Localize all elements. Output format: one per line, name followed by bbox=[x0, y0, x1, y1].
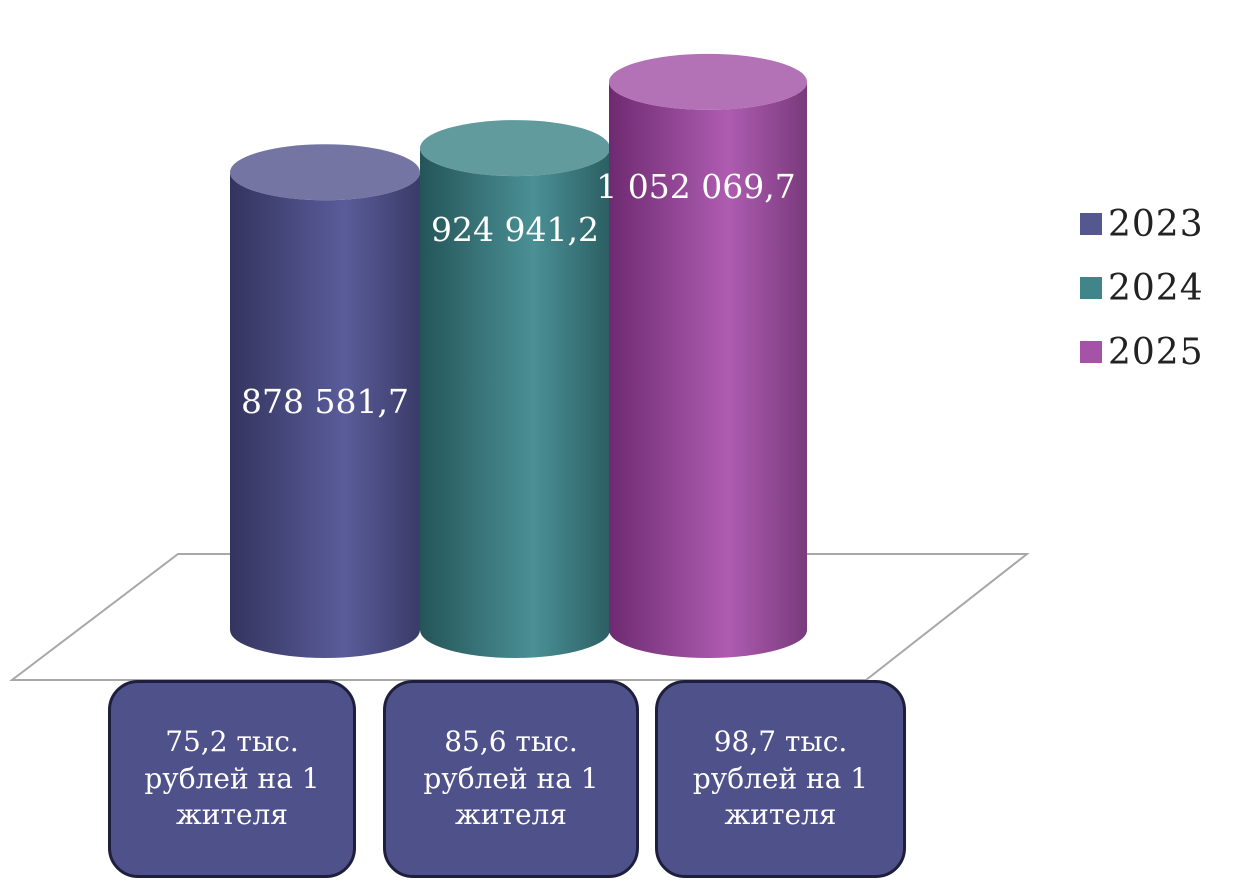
bar-2024: 924 941,2 bbox=[420, 120, 610, 658]
bar-top-2025 bbox=[609, 53, 807, 110]
legend-swatch-2023 bbox=[1080, 213, 1102, 235]
bar-top-2024 bbox=[420, 120, 610, 177]
per-capita-note-2023-text: 75,2 тыс. рублей на 1 жителя bbox=[144, 725, 320, 832]
legend-item-2023: 2023 bbox=[1080, 192, 1204, 256]
legend-item-2025: 2025 bbox=[1080, 320, 1204, 384]
bar-body-2024 bbox=[420, 148, 610, 658]
per-capita-note-2023: 75,2 тыс. рублей на 1 жителя bbox=[108, 680, 356, 878]
bars-layer: 878 581,7 924 941,2 1 052 069,7 bbox=[230, 53, 807, 658]
legend-label-2023: 2023 bbox=[1108, 203, 1204, 245]
bar-body-2023 bbox=[230, 172, 420, 658]
data-label-2025: 1 052 069,7 bbox=[596, 167, 795, 206]
data-label-2024: 924 941,2 bbox=[431, 210, 599, 249]
legend: 2023 2024 2025 bbox=[1080, 192, 1204, 384]
per-capita-note-2025-text: 98,7 тыс. рублей на 1 жителя bbox=[692, 725, 869, 832]
bar-2023: 878 581,7 bbox=[230, 144, 420, 658]
data-label-2023: 878 581,7 bbox=[241, 382, 409, 421]
legend-label-2025: 2025 bbox=[1108, 331, 1204, 373]
legend-item-2024: 2024 bbox=[1080, 256, 1204, 320]
bar-2025: 1 052 069,7 bbox=[596, 53, 807, 658]
legend-swatch-2024 bbox=[1080, 277, 1102, 299]
per-capita-note-2025: 98,7 тыс. рублей на 1 жителя bbox=[655, 680, 906, 878]
legend-label-2024: 2024 bbox=[1108, 267, 1204, 309]
legend-swatch-2025 bbox=[1080, 341, 1102, 363]
bar-top-2023 bbox=[230, 144, 420, 201]
bar-body-2025 bbox=[609, 81, 807, 658]
per-capita-note-2024: 85,6 тыс. рублей на 1 жителя bbox=[383, 680, 639, 878]
per-capita-note-2024-text: 85,6 тыс. рублей на 1 жителя bbox=[423, 725, 599, 832]
